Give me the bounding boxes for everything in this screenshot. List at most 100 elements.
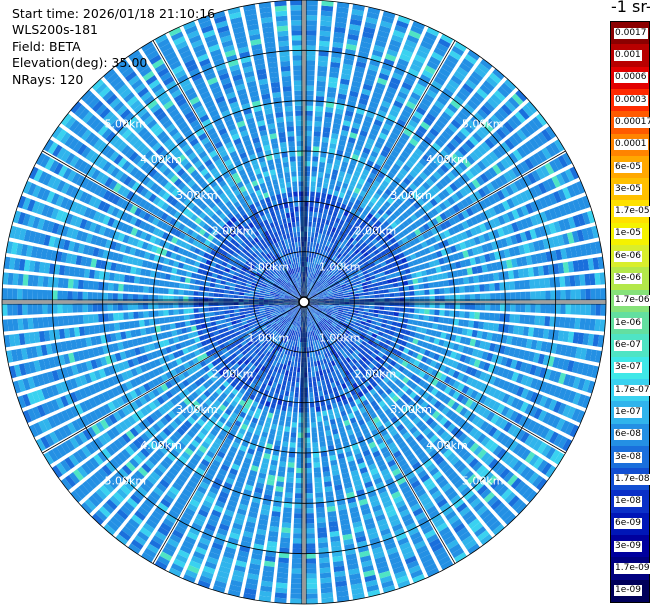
- ray-gate-cell: [372, 416, 381, 424]
- ray-gate-cell: [57, 303, 63, 314]
- ray-gate-cell: [282, 441, 289, 448]
- ray-gate-cell: [511, 384, 520, 395]
- ray-gate-cell: [488, 442, 499, 453]
- ray-gate-cell: [286, 411, 292, 418]
- ray-gate-cell: [422, 321, 429, 328]
- ray-gate-cell: [311, 336, 315, 342]
- ray-gate-cell: [553, 386, 562, 398]
- ray-gate-cell: [255, 533, 266, 541]
- ray-gate-cell: [183, 314, 190, 321]
- ray-gate-cell: [428, 509, 440, 520]
- ray-gate-cell: [331, 348, 337, 355]
- ray-gate-cell: [351, 405, 359, 413]
- ray-gate-cell: [378, 412, 387, 420]
- ray-gate-cell: [281, 527, 291, 534]
- ray-gate-cell: [342, 353, 349, 359]
- ray-gate-cell: [208, 312, 215, 317]
- ray-gate-cell: [67, 303, 73, 313]
- ray-gate-cell: [317, 527, 327, 534]
- ray-gate-cell: [313, 319, 317, 325]
- ray-gate-cell: [367, 407, 375, 415]
- ray-gate-cell: [500, 509, 513, 522]
- ray-gate-cell: [553, 371, 562, 383]
- ray-gate-cell: [435, 346, 443, 354]
- ray-gate-cell: [320, 343, 325, 349]
- ray-gate-cell: [342, 398, 349, 406]
- ray-gate-cell: [465, 376, 474, 386]
- ray-gate-cell: [486, 411, 496, 422]
- ray-gate-cell: [382, 333, 389, 339]
- ray-gate-cell: [282, 517, 292, 524]
- ray-gate-cell: [514, 314, 521, 324]
- ray-gate-cell: [344, 543, 355, 551]
- ray-gate-cell: [402, 550, 416, 560]
- ray-gate-cell: [507, 474, 519, 486]
- ray-gate-cell: [249, 310, 255, 314]
- ray-gate-cell: [333, 479, 342, 486]
- ray-gate-cell: [223, 294, 229, 298]
- ray-gate-cell: [314, 391, 319, 398]
- ray-gate-cell: [194, 319, 201, 325]
- ray-gate-cell: [258, 295, 265, 298]
- ray-gate-cell: [321, 364, 326, 370]
- ray-gate-cell: [345, 350, 351, 357]
- ray-gate-cell: [323, 307, 329, 310]
- ray-gate-cell: [475, 418, 485, 429]
- ray-gate-cell: [447, 437, 457, 448]
- ray-gate-cell: [450, 426, 460, 436]
- ray-gate-cell: [183, 283, 190, 290]
- ray-gate-cell: [415, 488, 427, 498]
- ray-gate-cell: [388, 514, 399, 523]
- ray-gate-cell: [329, 393, 335, 400]
- ray-gate-cell: [310, 320, 313, 326]
- ray-gate-cell: [438, 526, 451, 537]
- ray-gate-cell: [416, 397, 425, 406]
- ray-gate-cell: [268, 305, 275, 308]
- ray-gate-cell: [422, 373, 430, 381]
- ray-gate-cell: [2, 303, 8, 316]
- ray-gate-cell: [351, 371, 357, 378]
- ray-gate-cell: [319, 359, 324, 366]
- ray-gate-cell: [361, 340, 368, 346]
- ray-gate-cell: [518, 415, 528, 427]
- ray-gate-cell: [123, 284, 129, 292]
- ray-gate-cell: [12, 273, 19, 286]
- ray-gate-cell: [515, 360, 523, 371]
- ray-gate-cell: [317, 537, 328, 544]
- ray-gate-cell: [356, 316, 363, 321]
- ray-gate-cell: [474, 303, 481, 311]
- ray-gate-cell: [188, 302, 194, 308]
- ray-gate-cell: [414, 302, 420, 308]
- ray-gate-cell: [519, 314, 526, 324]
- ray-gate-cell: [294, 513, 303, 519]
- ray-gate-cell: [276, 577, 288, 584]
- ray-gate-cell: [466, 329, 473, 337]
- ray-gate-cell: [359, 305, 365, 308]
- ray-gate-cell: [92, 281, 99, 290]
- ray-gate-cell: [463, 319, 470, 327]
- ray-gate-cell: [334, 391, 340, 398]
- ray-gate-cell: [354, 355, 361, 362]
- ray-gate-cell: [304, 392, 309, 398]
- ray-gate-cell: [447, 471, 458, 482]
- ray-gate-cell: [560, 344, 568, 356]
- ray-gate-cell: [306, 352, 310, 358]
- ray-gate-cell: [473, 430, 483, 441]
- ray-gate-cell: [279, 224, 285, 231]
- ray-gate-cell: [276, 430, 283, 437]
- ray-gate-cell: [482, 512, 495, 524]
- ray-gate-cell: [486, 474, 498, 486]
- ray-gate-cell: [529, 391, 539, 403]
- ray-gate-cell: [308, 341, 311, 348]
- ray-gate-cell: [282, 364, 287, 370]
- ray-gate-cell: [299, 326, 302, 333]
- ray-gate-cell: [387, 315, 394, 321]
- ray-gate-cell: [484, 341, 491, 351]
- ray-gate-cell: [456, 362, 464, 371]
- ray-gate-cell: [362, 328, 369, 334]
- ray-gate-cell: [519, 361, 528, 373]
- ray-gate-cell: [430, 387, 439, 396]
- ray-gate-cell: [321, 379, 326, 386]
- ray-gate-cell: [558, 387, 567, 400]
- ray-gate-cell: [449, 543, 462, 554]
